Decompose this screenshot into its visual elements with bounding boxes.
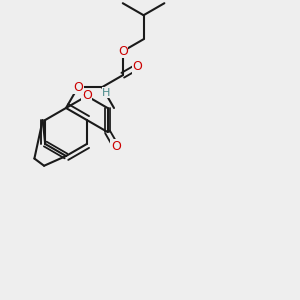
Text: O: O — [73, 81, 83, 94]
Text: O: O — [118, 45, 128, 58]
Text: O: O — [82, 89, 92, 103]
Text: H: H — [102, 88, 111, 98]
Text: O: O — [132, 60, 142, 73]
Text: O: O — [111, 140, 121, 153]
